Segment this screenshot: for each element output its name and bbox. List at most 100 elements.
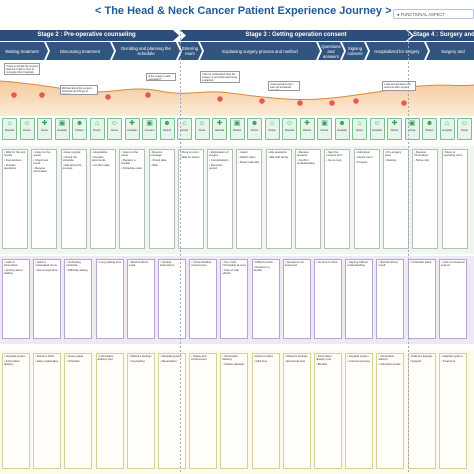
quote-box: I had questions but I was not answered e…	[268, 81, 300, 91]
touchpoint-card: ⌂ Doctor	[89, 118, 105, 140]
journey-column: Pre-surgery testsFasting	[382, 149, 409, 249]
quote-box: I was worried about the outcome after su…	[382, 81, 416, 91]
journey-column: Receive informationNurse visit	[412, 149, 439, 249]
list-item: Wait for doctor	[180, 155, 202, 159]
touchpoint-icon: ☺	[110, 120, 119, 127]
touchpoint-card: ⌂ Hospital	[2, 118, 17, 140]
step-signing-consent: Signing consent	[342, 42, 368, 60]
list-item: Checklist	[66, 359, 90, 363]
touchpoint-card: ☺ Nurse	[194, 118, 210, 140]
list-item: No time to think	[316, 260, 340, 264]
touchpoint-icon: ⌂	[357, 120, 362, 127]
list-item: Watch video	[238, 155, 260, 159]
list-item: Admission	[356, 150, 378, 154]
list-item: Information delivery	[222, 354, 246, 362]
list-item: Receive information	[33, 167, 55, 174]
list-item: Hospitalize	[92, 150, 114, 154]
quote-box: Worried about the surgery schedule and t…	[60, 85, 98, 95]
list-item: Check test result	[33, 159, 55, 166]
list-item: Lack of information	[4, 260, 28, 268]
list-item: Receive information	[414, 150, 436, 158]
touchpoint-label: Nurse	[268, 129, 276, 132]
list-item: Too much information at once	[222, 260, 246, 268]
list-item: Nurse guide	[66, 354, 90, 358]
list-item: Space and environment	[191, 354, 215, 362]
touchpoint-icon: ☻	[425, 120, 434, 127]
journey-column: Move to roomWait for doctor	[177, 149, 204, 249]
touchpoint-icon: ✚	[304, 120, 310, 127]
list-item: Hospital system	[347, 354, 371, 358]
journey-column: Explanation of surgeryComplicationsRecov…	[207, 149, 234, 249]
list-item: Prepare	[356, 160, 378, 164]
touchpoint-label: Patient	[232, 129, 242, 132]
touchpoint-card: ☻ Hospital	[334, 118, 350, 140]
journey-column: Unclear instructions	[158, 259, 186, 339]
list-item: Complications	[209, 158, 231, 162]
journey-column: Doctor's effortQ&A time	[251, 353, 280, 469]
touchpoint-label: Patient	[75, 129, 84, 132]
list-item: Explanation of surgery	[209, 150, 231, 158]
list-item: Lack of emotional support	[441, 260, 465, 268]
touchpoint-card: ☺ Nurse	[457, 118, 472, 140]
journey-column: Hospital systemReservation	[158, 353, 186, 469]
journey-column: Information delivery toolBooklet	[314, 353, 342, 469]
journey-column: Unfamiliar place	[407, 259, 436, 339]
journey-column: Too much information at onceFear of side…	[220, 259, 249, 339]
touchpoint-card: ☻ Patient	[422, 118, 437, 140]
journey-column: Sign the consent formGet a copy	[324, 149, 351, 249]
touchpoint-icon: ✚	[129, 120, 135, 127]
touchpoint-label: Doctor	[390, 129, 399, 132]
list-item: Get a copy	[326, 158, 348, 162]
touchpoint-icon: ☺	[285, 120, 294, 127]
touchpoint-card: ✚ Nurse	[37, 118, 52, 140]
journey-column: Information delivery tool	[95, 353, 124, 469]
list-item: Receive a booklet	[121, 159, 143, 166]
list-item: Unclear instructions	[160, 260, 184, 268]
journey-column: Doctor's effortEasy explanation	[33, 353, 62, 469]
step-deciding-schedule: Deciding and planning the schedule	[112, 42, 180, 60]
touchpoint-icon: ☺	[198, 120, 206, 127]
touchpoint-label: Hospital	[4, 129, 15, 132]
touchpoint-icon: ⌂	[269, 120, 275, 127]
list-item: Q&A time	[254, 359, 278, 363]
journey-column: Signing without understanding	[345, 259, 374, 339]
touchpoint-label: Nurse	[408, 129, 416, 132]
touchpoint-icon-row: ⌂ Hospital ☺ Doctor ✚ Nurse ▣ Hospital ☻ Patient ⌂…	[0, 118, 474, 144]
emotion-face-icon	[39, 92, 45, 98]
list-item: Sign the consent form	[326, 150, 348, 158]
list-item: Confirm understanding	[297, 159, 319, 166]
list-item: Treatment	[441, 359, 465, 363]
list-item: Prepare documents	[92, 155, 114, 163]
list-item: Worried about costs	[129, 260, 153, 268]
opportunities-band: Hospital system Information delivery Docto…	[0, 350, 474, 474]
page-title: < The Head & Neck Cancer Patient Experie…	[95, 5, 392, 17]
emotion-face-icon	[353, 98, 359, 104]
journey-column: Information deliveryAdmission guide	[376, 353, 405, 469]
touchpoint-card: ▣ Consent	[142, 118, 157, 140]
list-item: Difficult words	[254, 260, 278, 264]
quote-box: Is the surgery really necessary?	[146, 73, 176, 81]
journey-column: Hear a guideCheck the scheduleAsk about …	[60, 149, 87, 249]
list-item: Check room	[356, 155, 378, 159]
list-item: Information delivery	[378, 354, 402, 362]
pain-points-band: Lack of informationAnxiety about waiting…	[0, 256, 474, 344]
touchpoint-card: ☺ Hospital	[369, 118, 385, 140]
list-item: Listen	[238, 150, 260, 154]
list-item: Read materials	[238, 160, 260, 164]
touchpoint-label: Nurse	[41, 129, 48, 132]
list-item: Questions not answered	[285, 260, 309, 268]
touchpoint-icon: ✚	[391, 120, 398, 127]
emotion-face-icon	[401, 100, 407, 106]
list-item: Receive message	[151, 150, 173, 158]
journey-column: Receive messageCheck dateWait	[148, 149, 175, 249]
list-item: Nurse visit	[414, 158, 436, 162]
list-item: Unfamiliar place	[410, 260, 434, 264]
list-item: Visual materials	[222, 362, 246, 366]
touchpoint-label: Doctor	[23, 129, 31, 132]
touchpoint-icon: ▣	[58, 120, 66, 127]
list-item: Long waiting time	[98, 260, 122, 264]
list-item: Uncomfortable environment	[191, 260, 215, 268]
emotion-curve-area: I have to decide the surgery date but I …	[0, 61, 474, 116]
touchpoint-icon: ▣	[233, 120, 241, 127]
touchpoint-card: ⌂ Nurse	[264, 118, 280, 140]
